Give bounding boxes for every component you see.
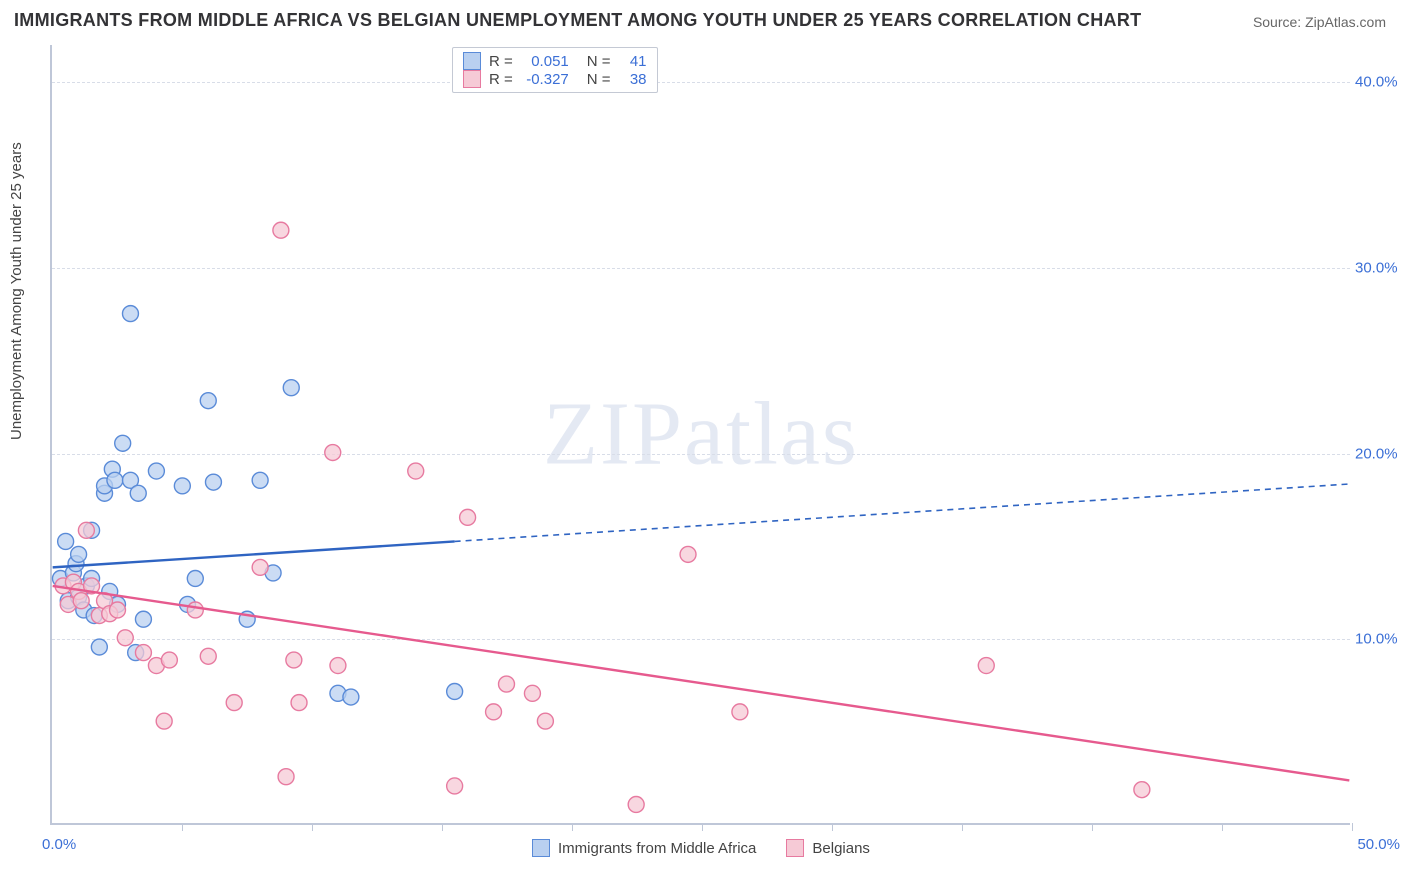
data-point-series-0 <box>283 380 299 396</box>
scatter-svg <box>52 45 1350 823</box>
series-legend: Immigrants from Middle Africa Belgians <box>532 839 870 857</box>
x-tick <box>312 823 313 831</box>
data-point-series-1 <box>408 463 424 479</box>
data-point-series-0 <box>447 684 463 700</box>
data-point-series-0 <box>122 306 138 322</box>
data-point-series-1 <box>732 704 748 720</box>
data-point-series-1 <box>273 222 289 238</box>
legend-label-1: Belgians <box>812 840 870 857</box>
data-point-series-1 <box>110 602 126 618</box>
data-point-series-0 <box>205 474 221 490</box>
legend-item-1: Belgians <box>786 839 870 857</box>
data-point-series-1 <box>278 769 294 785</box>
legend-label-0: Immigrants from Middle Africa <box>558 840 756 857</box>
swatch-series-1 <box>786 839 804 857</box>
data-point-series-1 <box>537 713 553 729</box>
data-point-series-1 <box>200 648 216 664</box>
x-tick <box>1222 823 1223 831</box>
swatch-series-0 <box>532 839 550 857</box>
data-point-series-0 <box>343 689 359 705</box>
data-point-series-0 <box>91 639 107 655</box>
plot-area: ZIPatlas 10.0%20.0%30.0%40.0% R = 0.051 … <box>50 45 1350 825</box>
y-axis-label: Unemployment Among Youth under 25 years <box>8 142 25 440</box>
data-point-series-1 <box>156 713 172 729</box>
x-tick <box>572 823 573 831</box>
data-point-series-1 <box>161 652 177 668</box>
trend-line-extrapolation-series-0 <box>455 484 1350 541</box>
chart-title: IMMIGRANTS FROM MIDDLE AFRICA VS BELGIAN… <box>14 10 1141 31</box>
x-tick <box>962 823 963 831</box>
data-point-series-1 <box>486 704 502 720</box>
data-point-series-1 <box>291 695 307 711</box>
data-point-series-0 <box>115 435 131 451</box>
data-point-series-1 <box>1134 782 1150 798</box>
data-point-series-1 <box>252 559 268 575</box>
data-point-series-0 <box>135 611 151 627</box>
data-point-series-1 <box>978 658 994 674</box>
data-point-series-0 <box>252 472 268 488</box>
trend-line-series-1 <box>53 586 1350 781</box>
x-tick <box>182 823 183 831</box>
data-point-series-0 <box>187 571 203 587</box>
data-point-series-1 <box>499 676 515 692</box>
x-tick <box>1352 823 1353 831</box>
data-point-series-1 <box>226 695 242 711</box>
x-tick <box>832 823 833 831</box>
x-tick <box>702 823 703 831</box>
data-point-series-1 <box>680 546 696 562</box>
x-axis-origin-label: 0.0% <box>42 836 76 853</box>
data-point-series-1 <box>460 509 476 525</box>
y-tick-label: 10.0% <box>1355 631 1405 648</box>
y-tick-label: 40.0% <box>1355 74 1405 91</box>
source-attribution: Source: ZipAtlas.com <box>1253 14 1386 30</box>
data-point-series-0 <box>130 485 146 501</box>
data-point-series-1 <box>117 630 133 646</box>
data-point-series-1 <box>524 685 540 701</box>
data-point-series-1 <box>135 645 151 661</box>
data-point-series-0 <box>200 393 216 409</box>
legend-item-0: Immigrants from Middle Africa <box>532 839 756 857</box>
data-point-series-0 <box>148 463 164 479</box>
x-tick <box>1092 823 1093 831</box>
data-point-series-1 <box>325 445 341 461</box>
data-point-series-1 <box>628 796 644 812</box>
data-point-series-1 <box>73 593 89 609</box>
data-point-series-1 <box>187 602 203 618</box>
y-tick-label: 30.0% <box>1355 259 1405 276</box>
data-point-series-1 <box>286 652 302 668</box>
data-point-series-1 <box>447 778 463 794</box>
x-tick <box>442 823 443 831</box>
x-axis-max-label: 50.0% <box>1357 836 1400 853</box>
data-point-series-1 <box>78 522 94 538</box>
data-point-series-0 <box>174 478 190 494</box>
data-point-series-1 <box>330 658 346 674</box>
data-point-series-0 <box>71 546 87 562</box>
y-tick-label: 20.0% <box>1355 445 1405 462</box>
data-point-series-0 <box>107 472 123 488</box>
data-point-series-0 <box>58 533 74 549</box>
